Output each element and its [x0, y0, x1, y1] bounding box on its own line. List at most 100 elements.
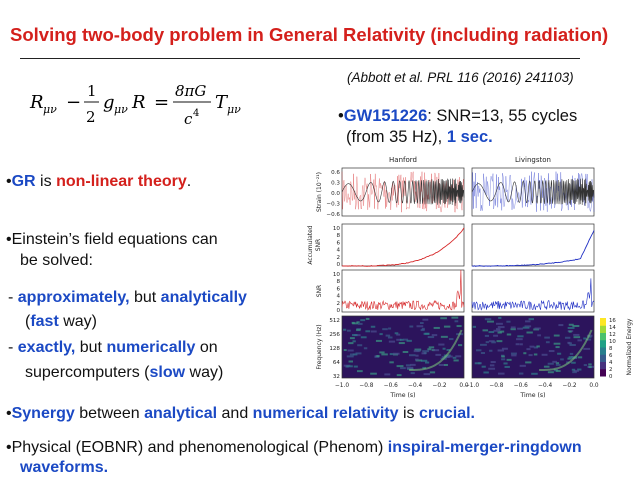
snr-tick-label: 10 [333, 272, 341, 278]
gr-period: . [186, 173, 192, 190]
bullet-waveforms: •Physical (EOBNR) and phenomenological (… [6, 439, 582, 456]
spectrogram-cell [440, 317, 447, 320]
gw151226-figure: Hanford Livingston −1.0 −0.8 −0.6 −0.4 −0.2 0.0… [307, 156, 633, 399]
spectrogram-cell [548, 350, 555, 353]
spectrogram-cell [351, 321, 355, 324]
spectrogram-cell [427, 336, 435, 339]
spectrogram-cell [560, 358, 564, 361]
spectrogram-cell [415, 359, 423, 362]
citation: (Abbott et al. PRL 116 (2016) 241103) [347, 70, 574, 85]
frequency-tick-label: 512 [329, 318, 340, 324]
spectrogram-cell [408, 354, 416, 357]
spectrogram-cell [510, 326, 516, 329]
fast-open: ( [25, 313, 31, 330]
spectrogram-cell [501, 355, 505, 358]
synergy-term: Synergy [11, 405, 75, 422]
spectrogram-cell [356, 327, 362, 330]
spectrogram-cell [420, 329, 425, 332]
spectrogram-cell [526, 331, 533, 334]
spectrogram-cell [571, 361, 576, 364]
gw-bullet: •GW151226: SNR=13, 55 cycles (from 35 Hz… [338, 106, 577, 148]
colorbar-tick-label: 10 [609, 339, 616, 345]
chirp-track [539, 329, 593, 371]
time-tick-label: −0.6 [514, 383, 528, 389]
syn-is: is [398, 405, 419, 422]
spectrogram-cell [543, 365, 550, 368]
waveforms-term: waveforms. [20, 457, 108, 478]
item-approximately: - approximately, but analytically [8, 287, 247, 308]
spectrogram-cell [432, 349, 440, 352]
dash1: - [8, 289, 18, 306]
spectrogram-cell [384, 373, 391, 376]
acc-snr-tick-label: 6 [336, 240, 340, 246]
spectrogram-cell [569, 352, 574, 355]
strain-template-trace [471, 178, 595, 206]
spectrogram-cell [388, 327, 392, 330]
spectrogram-cell [365, 317, 370, 320]
spectrogram-cell [444, 363, 448, 366]
spectrogram-cell [523, 352, 527, 355]
spectrogram-cell [443, 325, 451, 328]
acc-axis-label-2: SNR [315, 239, 322, 251]
acc-axis-label-1: Accumulated [307, 225, 314, 264]
accumulated-snr-trace [471, 230, 595, 267]
spectrogram-cell [353, 365, 358, 368]
spectrogram-cell [343, 349, 347, 352]
colorbar-tick-label: 0 [609, 374, 613, 380]
snr-tick-label: 0 [336, 308, 340, 314]
colorbar-label: Normalized Energy [626, 318, 633, 375]
spectrogram-cell [375, 339, 383, 342]
spectrogram-cell [435, 353, 442, 356]
colorbar-segment [600, 325, 606, 333]
spectrogram-cell [510, 352, 517, 355]
accumulated-snr-trace [341, 227, 465, 267]
spectrogram-cell [454, 320, 459, 323]
spectrogram-cell [497, 331, 502, 334]
spectrogram-cell [541, 353, 548, 356]
time-tick-label: −0.8 [359, 383, 373, 389]
slide-title: Solving two-body problem in General Rela… [10, 24, 609, 45]
time-tick-label: 0.0 [589, 383, 599, 389]
spectrogram-cell [564, 336, 571, 339]
spectrogram-cell [458, 344, 463, 347]
crucial-term: crucial. [418, 405, 475, 422]
spectrogram-cell [357, 344, 363, 347]
spectrogram-cell [438, 363, 445, 366]
spectrogram-cell [349, 353, 355, 356]
spectrogram-cell [567, 357, 572, 360]
spectrogram-cell [406, 339, 412, 342]
spectrogram-cell [567, 326, 575, 329]
spectrogram-cell [416, 349, 422, 352]
spectrogram-cell [396, 374, 402, 377]
spectrogram-cell [583, 364, 587, 367]
item-supercomputers: supercomputers (slow way) [25, 362, 223, 383]
eq-four: 4 [193, 108, 199, 119]
spectrogram-cell [528, 318, 534, 321]
spectrogram-cell [545, 341, 550, 344]
eq-R2: R [131, 92, 146, 113]
spectrogram-cell [346, 365, 353, 368]
spectrogram-cell [536, 345, 540, 348]
spectrogram-cell [577, 339, 582, 342]
spectrogram-cell [547, 371, 554, 374]
spectrogram-cell [438, 343, 445, 346]
chirp-track [409, 329, 463, 371]
event-name: GW151226 [343, 107, 428, 125]
spectrogram-cell [346, 355, 354, 358]
time-tick-label: 0.0 [459, 383, 469, 389]
spectrogram-cell [484, 318, 492, 321]
spectrogram-cell [568, 323, 574, 326]
acc-snr-tick-label: 2 [336, 255, 340, 261]
time-tick-label: −1.0 [465, 383, 479, 389]
spectrogram-cell [456, 325, 462, 328]
spectrogram-cell [522, 326, 530, 329]
colorbar-segment [600, 339, 606, 348]
colorbar-tick-label: 12 [609, 332, 616, 338]
time-tick-label: −0.2 [433, 383, 447, 389]
frequency-tick-label: 128 [329, 346, 340, 352]
colorbar-segment [600, 368, 606, 377]
spectrogram-cell [409, 325, 414, 328]
spectrogram-cell [573, 336, 581, 339]
time-tick-label: −0.4 [538, 383, 552, 389]
spectrogram-cell [424, 361, 430, 364]
